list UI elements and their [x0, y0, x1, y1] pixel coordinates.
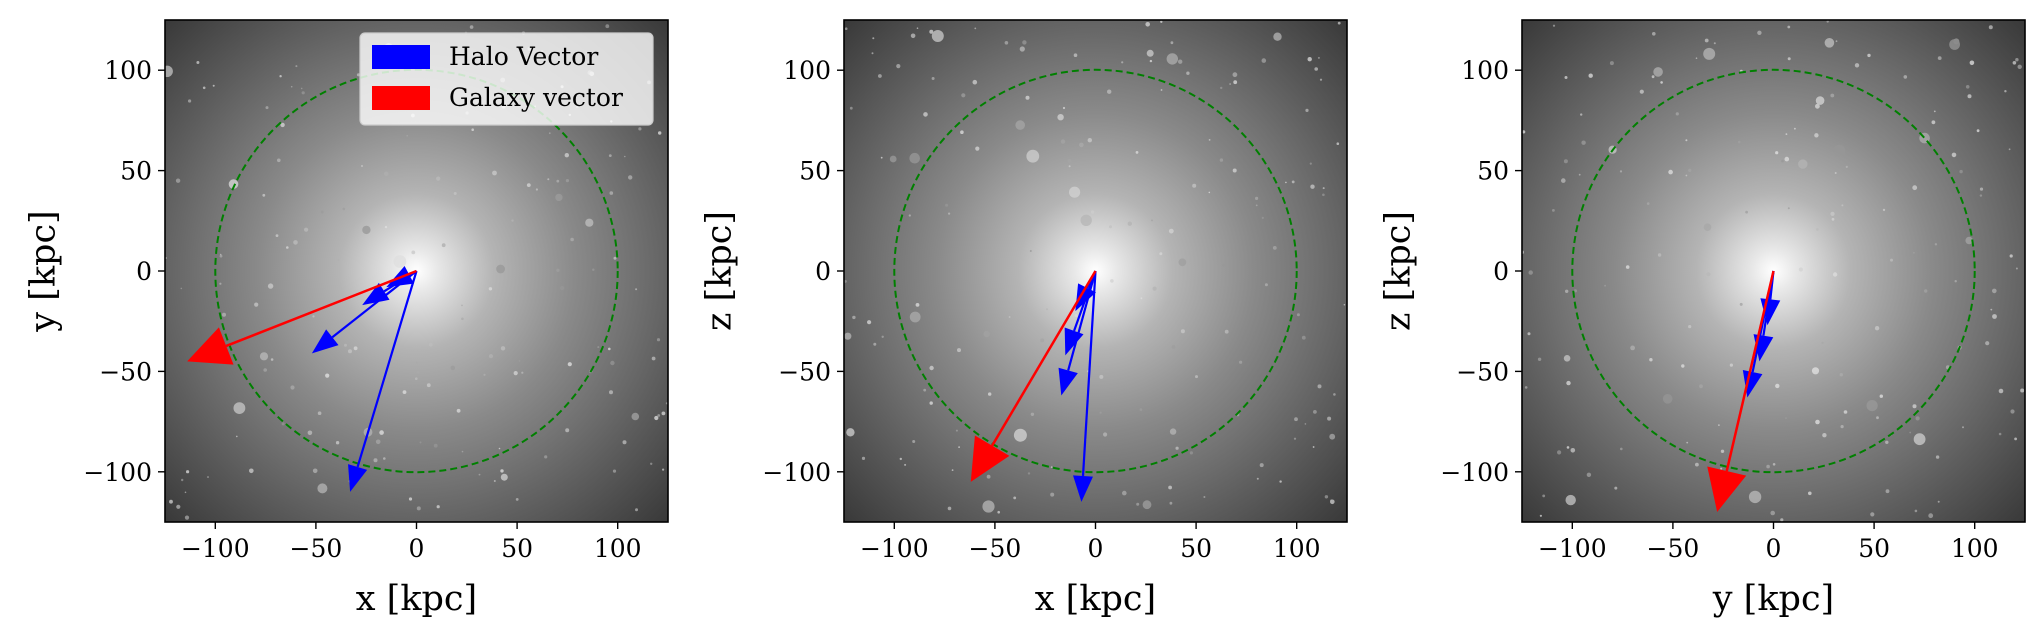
y-axis-label: z [kpc]	[699, 211, 739, 331]
halo-vector-4-shaft	[1081, 270, 1097, 477]
halo-vector-3	[1058, 270, 1097, 396]
galaxy-vector-head	[1707, 466, 1747, 512]
y-tick-label: 100	[1461, 56, 1509, 85]
x-axis-label: y [kpc]	[1712, 579, 1834, 619]
radius-circle	[893, 68, 1298, 474]
halo-vector-4	[1073, 270, 1097, 502]
substructure-speckles	[1522, 20, 2025, 522]
x-tick-label: −50	[969, 534, 1022, 563]
legend-swatch	[372, 45, 430, 69]
y-tick-label: −50	[1456, 357, 1509, 386]
y-tick-label: 50	[120, 157, 152, 186]
halo-vector-3-head	[1058, 367, 1078, 396]
y-axis-label: y [kpc]	[23, 210, 63, 332]
legend-box	[359, 32, 654, 126]
x-tick-label: 50	[1858, 534, 1890, 563]
x-tick-label: 100	[594, 534, 642, 563]
substructure-speckles	[844, 20, 1346, 514]
y-tick-label: −100	[762, 458, 831, 487]
y-tick-label: −100	[83, 458, 152, 487]
halo-vector-4-head	[1073, 475, 1093, 502]
halo-vector-3-head	[311, 329, 339, 354]
galaxy-vector-shaft	[225, 269, 417, 348]
y-tick-label: 100	[104, 56, 152, 85]
galaxy-vector-shaft	[991, 270, 1097, 447]
x-tick-label: 0	[1766, 534, 1782, 563]
galaxy-vector-shaft	[1725, 270, 1775, 472]
x-tick-label: −50	[290, 534, 343, 563]
x-tick-label: −50	[1647, 534, 1700, 563]
y-tick-label: −50	[99, 357, 152, 386]
x-tick-label: 50	[501, 534, 533, 563]
y-tick-label: −50	[778, 357, 831, 386]
galaxy-vector-head	[187, 327, 234, 365]
galaxy-vector	[970, 270, 1097, 482]
galaxy-vector-head	[970, 435, 1010, 482]
halo-vector-3-shaft	[1067, 270, 1097, 371]
x-tick-label: 50	[1180, 534, 1212, 563]
x-axis-label: x [kpc]	[1035, 579, 1156, 619]
x-axis-label: x [kpc]	[356, 579, 477, 619]
halo-vector-4-shaft	[356, 270, 418, 468]
x-tick-label: 0	[1088, 534, 1104, 563]
halo-vector-2-head	[362, 282, 390, 306]
halo-vector-4-head	[348, 464, 368, 492]
halo-vector-3-shaft	[331, 270, 418, 339]
panel-3: −100 −50 0 50 100 −100 −50 0 50 100 y [kpc] z [kpc]	[1378, 19, 2026, 619]
y-tick-label: 50	[1477, 157, 1509, 186]
radius-circle	[1571, 68, 1976, 474]
x-tick-label: −100	[181, 534, 250, 563]
plot-area	[1522, 20, 2025, 522]
galaxy-vector	[187, 269, 417, 365]
y-tick-label: 50	[799, 157, 831, 186]
y-axis-label: z [kpc]	[1378, 211, 1418, 331]
x-tick-label: 100	[1951, 534, 1999, 563]
y-tick-label: 100	[783, 56, 831, 85]
y-tick-label: 0	[1493, 257, 1509, 286]
galaxy-vector	[1707, 270, 1775, 512]
x-tick-label: 100	[1273, 534, 1321, 563]
legend-swatch	[372, 86, 430, 110]
y-tick-label: −100	[1440, 458, 1509, 487]
legend-label: Halo Vector	[449, 42, 598, 71]
y-tick-label: 0	[136, 257, 152, 286]
legend-label: Galaxy vector	[449, 83, 623, 112]
y-tick-label: 0	[815, 257, 831, 286]
x-tick-label: −100	[1538, 534, 1607, 563]
halo-vector-3	[311, 270, 418, 354]
halo-vector-4	[348, 270, 418, 492]
plot-area	[844, 20, 1347, 522]
x-tick-label: 0	[409, 534, 425, 563]
legend: Halo Vector Galaxy vector	[359, 32, 654, 126]
x-tick-label: −100	[860, 534, 929, 563]
panel-2: −100 −50 0 50 100 −100 −50 0 50 100 x [kpc] z [kpc]	[699, 19, 1348, 619]
